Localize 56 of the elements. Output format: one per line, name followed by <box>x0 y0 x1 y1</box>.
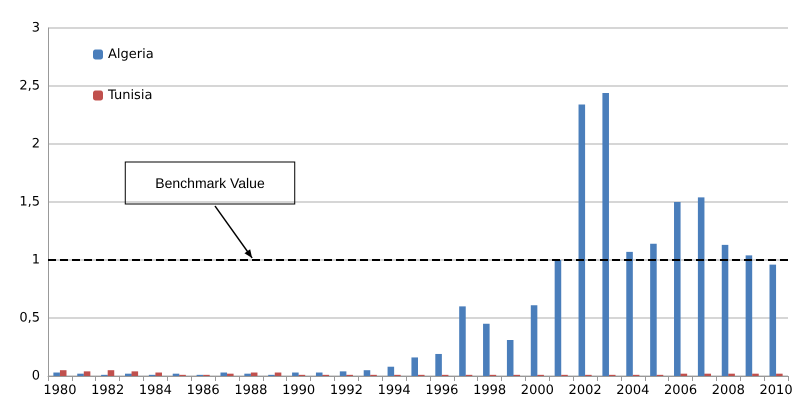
bar <box>770 264 776 376</box>
bar <box>108 370 114 376</box>
bar <box>746 255 752 376</box>
bar <box>84 371 90 376</box>
y-tick-label: 0,5 <box>19 310 40 326</box>
bar <box>340 371 346 376</box>
bar <box>435 354 442 376</box>
bar <box>292 372 299 376</box>
y-tick-label: 0 <box>32 368 40 384</box>
x-tick-label: 1982 <box>91 383 124 398</box>
bar <box>698 197 704 376</box>
legend-label: Tunisia <box>107 88 152 103</box>
bar <box>506 340 514 376</box>
bar <box>250 372 258 376</box>
bar <box>483 324 490 376</box>
x-tick-label: 2004 <box>616 383 650 398</box>
y-tick-label: 1 <box>32 252 40 268</box>
bar <box>459 306 466 376</box>
y-tick-label: 3 <box>32 20 40 36</box>
x-tick-label: 1992 <box>330 383 363 398</box>
bar <box>316 372 323 376</box>
x-tick-label: 1980 <box>43 383 76 398</box>
bar <box>674 202 681 376</box>
x-tick-label: 1994 <box>378 383 411 398</box>
bar <box>220 372 228 376</box>
bar <box>132 371 138 376</box>
bar <box>578 104 586 376</box>
x-tick-label: 1998 <box>473 383 506 398</box>
bar <box>530 305 538 376</box>
y-tick-label: 2,5 <box>19 78 40 94</box>
bar <box>602 92 609 376</box>
bar <box>364 370 370 376</box>
x-tick-label: 1990 <box>282 383 316 398</box>
bar <box>650 244 657 376</box>
bar <box>626 252 633 376</box>
y-tick-label: 1,5 <box>19 194 40 210</box>
bar <box>411 357 418 376</box>
x-tick-label: 2010 <box>760 383 793 398</box>
legend-label: Algeria <box>108 47 154 62</box>
bar <box>155 372 162 376</box>
bar <box>53 372 60 376</box>
x-tick-label: 2000 <box>520 383 554 398</box>
x-tick-label: 1984 <box>138 383 172 398</box>
x-tick-label: 1986 <box>186 383 220 398</box>
x-tick-label: 2008 <box>712 383 745 398</box>
bar <box>554 260 562 376</box>
bar <box>388 366 394 376</box>
x-tick-label: 1996 <box>425 383 458 398</box>
x-tick-label: 2006 <box>664 383 698 398</box>
bar <box>722 244 728 376</box>
bar <box>60 370 66 376</box>
y-tick-label: 2 <box>32 136 40 152</box>
x-tick-label: 1988 <box>234 383 268 398</box>
x-tick-label: 2002 <box>568 383 602 398</box>
bar <box>274 372 282 376</box>
ref-line-label: Benchmark Value <box>155 175 265 191</box>
